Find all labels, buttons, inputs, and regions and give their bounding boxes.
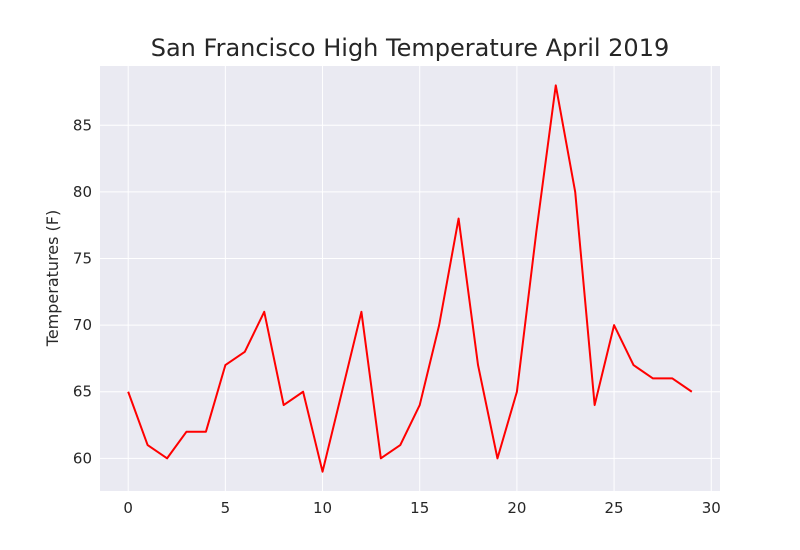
y-tick-label: 65: [73, 383, 92, 401]
x-tick-label: 25: [605, 499, 624, 517]
grid-lines: [100, 66, 720, 491]
x-tick-label: 0: [123, 499, 133, 517]
x-tick-label: 30: [702, 499, 721, 517]
x-tick-label: 20: [507, 499, 526, 517]
y-tick-label: 70: [73, 316, 92, 334]
y-tick-labels: 60 65 70 75 80 85: [73, 116, 92, 467]
temperature-series-line: [127, 84, 693, 473]
x-tick-label: 15: [410, 499, 429, 517]
y-tick-label: 75: [73, 250, 92, 268]
plot-area: [100, 66, 720, 491]
x-tick-labels: 0 5 10 15 20 25 30: [123, 499, 720, 517]
y-axis-label: Temperatures (F): [43, 210, 62, 347]
y-tick-label: 60: [73, 449, 92, 467]
x-tick-label: 10: [313, 499, 332, 517]
x-tick-label: 5: [221, 499, 231, 517]
chart-title: San Francisco High Temperature April 201…: [151, 34, 670, 62]
y-tick-label: 80: [73, 183, 92, 201]
y-tick-label: 85: [73, 116, 92, 134]
series-group: [127, 84, 693, 473]
